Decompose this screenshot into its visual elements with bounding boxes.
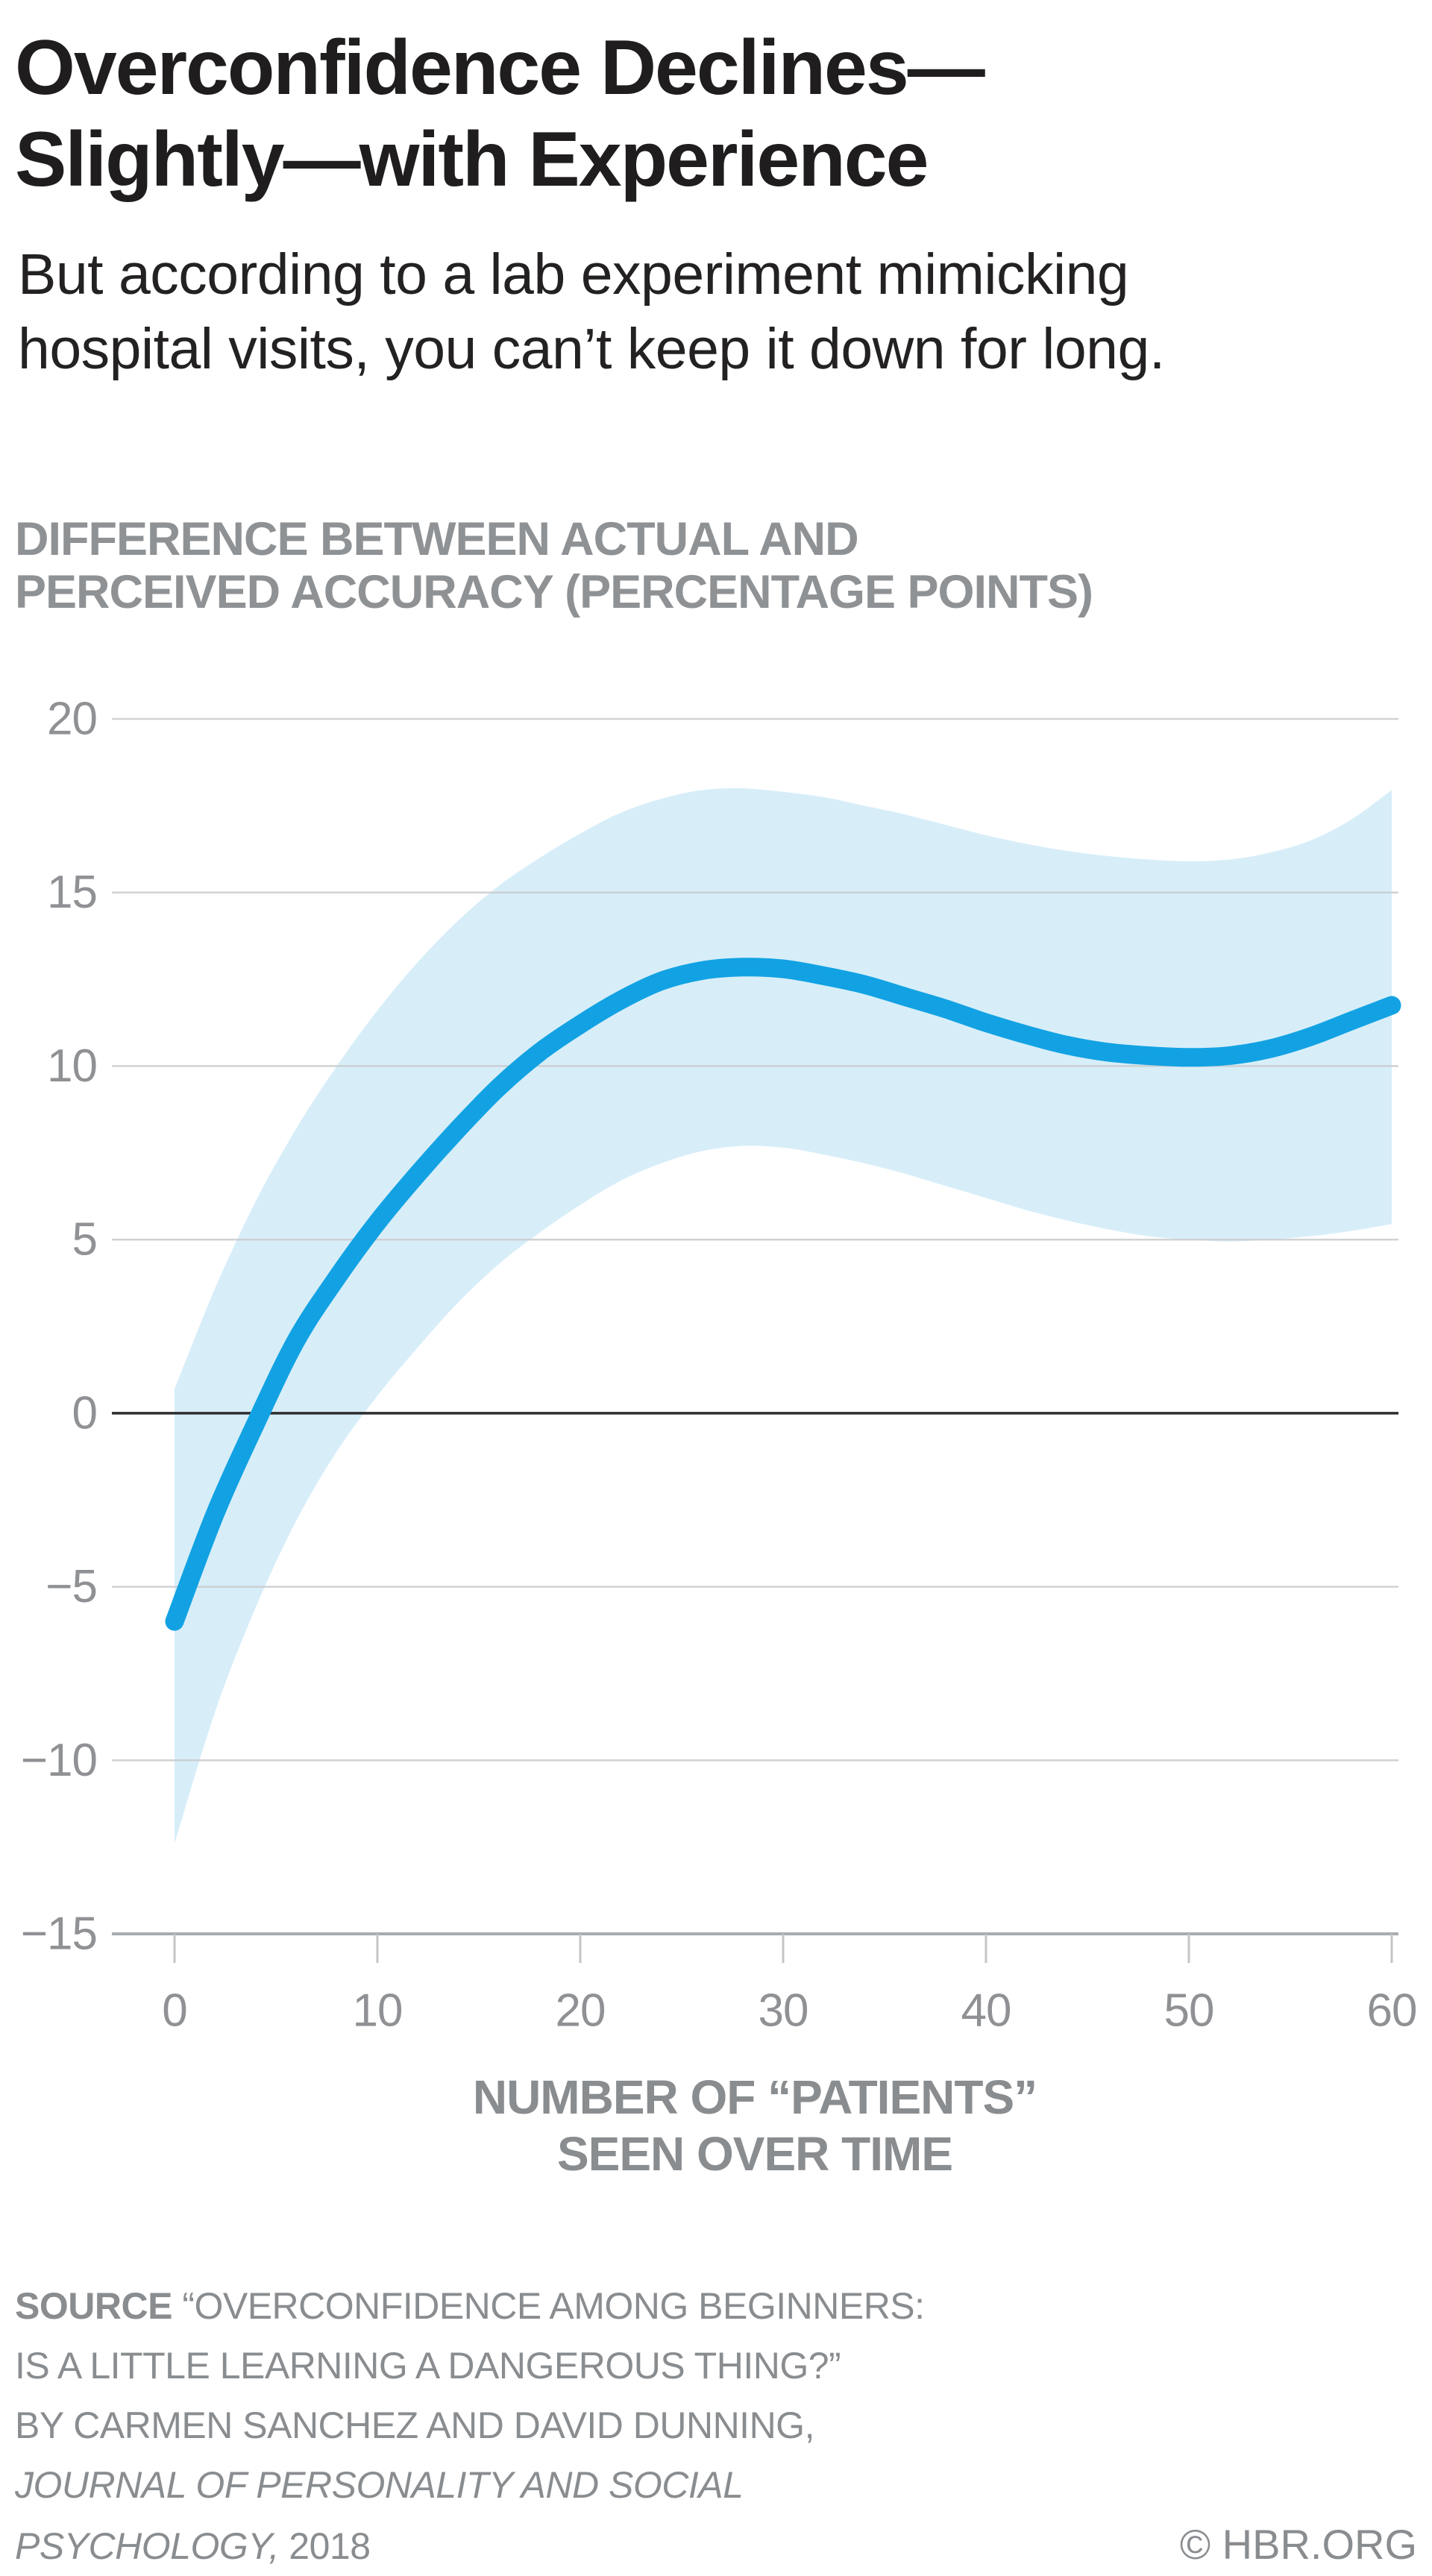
source-line-3: BY CARMEN SANCHEZ AND DAVID DUNNING,: [15, 2404, 814, 2446]
x-tick-label-0: 0: [162, 1985, 186, 2037]
x-tick-label-20: 20: [556, 1985, 606, 2037]
chart-y-axis-heading-line-2: PERCEIVED ACCURACY (PERCENTAGE POINTS): [15, 565, 1093, 618]
x-axis-title-line-1: NUMBER OF “PATIENTS”: [472, 2070, 1037, 2124]
source-line-2: IS A LITTLE LEARNING A DANGEROUS THING?”: [15, 2345, 841, 2387]
chart-y-axis-heading: DIFFERENCE BETWEEN ACTUAL AND PERCEIVED …: [15, 513, 1417, 618]
x-tick-labels-layer: 0 10 20 30 40 50 60: [162, 1934, 1417, 2037]
confidence-band-layer: [175, 788, 1392, 1844]
chart-y-axis-heading-line-1: DIFFERENCE BETWEEN ACTUAL AND: [15, 513, 859, 565]
x-tick-label-60: 60: [1367, 1985, 1417, 2037]
y-tick-label-20: 20: [47, 694, 97, 745]
source-title-part-1: “OVERCONFIDENCE AMONG BEGINNERS:: [172, 2285, 925, 2327]
source-year: 2018: [278, 2525, 371, 2567]
page-title-line-2: Slightly—with Experience: [15, 116, 929, 203]
y-tick-labels-layer: 20 15 10 5 0 −5 −10 −15: [21, 694, 98, 1960]
y-tick-label--10: −10: [21, 1735, 97, 1786]
y-tick-label-5: 5: [72, 1214, 97, 1266]
y-tick-label-15: 15: [47, 867, 97, 918]
hbr-credit: © HBR.ORG: [1179, 2521, 1417, 2568]
y-tick-label-10: 10: [47, 1040, 97, 1092]
page-subtitle-line-1: But according to a lab experiment mimick…: [18, 242, 1129, 307]
y-tick-label--5: −5: [45, 1561, 97, 1612]
y-tick-label-0: 0: [72, 1387, 97, 1439]
x-tick-label-10: 10: [353, 1985, 403, 2037]
x-tick-label-30: 30: [759, 1985, 808, 2037]
source-line-5-row: PSYCHOLOGY, 2018 © HBR.ORG: [15, 2515, 1417, 2576]
page-title: Overconfidence Declines— Slightly—with E…: [15, 22, 1402, 205]
confidence-band: [175, 788, 1392, 1844]
y-tick-label--15: −15: [21, 1909, 97, 1960]
x-axis-title-line-2: SEEN OVER TIME: [556, 2126, 953, 2181]
estimate-line: [165, 958, 1401, 1631]
source-line-4: JOURNAL OF PERSONALITY AND SOCIAL: [15, 2464, 744, 2506]
page-subtitle-line-2: hospital visits, you can’t keep it down …: [18, 317, 1165, 382]
page-title-line-1: Overconfidence Declines—: [15, 25, 985, 111]
source-journal: PSYCHOLOGY,: [15, 2525, 279, 2567]
source-line-5: PSYCHOLOGY, 2018: [15, 2516, 371, 2576]
estimate-line-layer: [165, 958, 1401, 1631]
page-subtitle: But according to a lab experiment mimick…: [18, 237, 1405, 386]
source-line-1: SOURCE “OVERCONFIDENCE AMONG BEGINNERS:: [15, 2276, 1417, 2336]
x-tick-label-40: 40: [961, 1985, 1011, 2037]
x-tick-label-50: 50: [1164, 1985, 1214, 2037]
source-block: SOURCE “OVERCONFIDENCE AMONG BEGINNERS: …: [15, 2276, 1417, 2576]
x-axis-title: NUMBER OF “PATIENTS” SEEN OVER TIME: [0, 2070, 1432, 2182]
source-label: SOURCE: [15, 2285, 172, 2327]
